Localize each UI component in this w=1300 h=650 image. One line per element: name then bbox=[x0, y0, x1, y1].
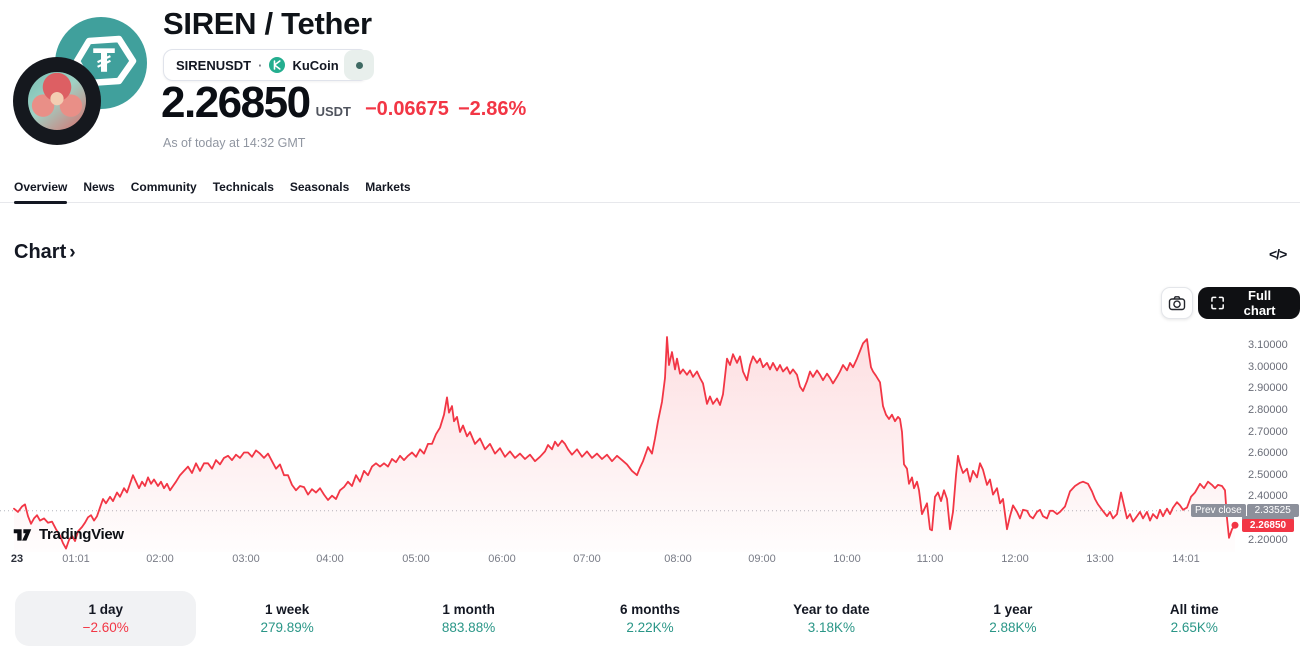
avatar bbox=[13, 57, 101, 145]
period-label: Year to date bbox=[793, 602, 870, 617]
tab-news[interactable]: News bbox=[83, 180, 114, 204]
period-6-months[interactable]: 6 months 2.22K% bbox=[559, 591, 740, 646]
page-title: SIREN / Tether bbox=[163, 6, 372, 41]
camera-icon bbox=[1168, 296, 1186, 311]
price-change-absolute: −0.06675 bbox=[364, 98, 449, 121]
tab-seasonals[interactable]: Seasonals bbox=[290, 180, 349, 204]
y-axis-label: 3.10000 bbox=[1248, 339, 1288, 352]
x-axis-label: 05:00 bbox=[402, 553, 430, 565]
period-change-value: 2.88K% bbox=[989, 620, 1037, 635]
exchange-name: KuCoin bbox=[292, 57, 339, 73]
chart-section-title: Chart bbox=[14, 241, 67, 263]
x-axis-label: 23 bbox=[10, 553, 24, 565]
period-change-value: 279.89% bbox=[260, 620, 314, 635]
prev-close-label: Prev close bbox=[1191, 504, 1246, 518]
price-change-percent: −2.86% bbox=[457, 98, 527, 121]
x-axis-label: 01:01 bbox=[62, 553, 90, 565]
full-chart-label: Full chart bbox=[1243, 288, 1276, 318]
x-axis-label: 09:00 bbox=[748, 553, 776, 565]
x-axis-label: 10:00 bbox=[833, 553, 861, 565]
period-change-value: 2.22K% bbox=[626, 620, 674, 635]
period-selector: 1 day −2.60% 1 week 279.89% 1 month 883.88% 6 … bbox=[15, 591, 1285, 646]
tabs-divider bbox=[0, 202, 1300, 203]
y-axis-label: 2.90000 bbox=[1248, 382, 1288, 395]
y-axis-label: 2.20000 bbox=[1248, 533, 1288, 546]
as-of-timestamp: As of today at 14:32 GMT bbox=[163, 136, 306, 150]
tab-technicals[interactable]: Technicals bbox=[213, 180, 274, 204]
y-axis-label: 3.00000 bbox=[1248, 360, 1288, 373]
symbol-code: SIRENUSDT bbox=[176, 57, 252, 73]
period-1-week[interactable]: 1 week 279.89% bbox=[196, 591, 377, 646]
tab-overview[interactable]: Overview bbox=[14, 180, 68, 204]
y-axis-label: 2.70000 bbox=[1248, 425, 1288, 438]
period-label: 1 year bbox=[993, 602, 1033, 617]
price-block: 2.26850 USDT −0.06675 −2.86% bbox=[161, 78, 527, 127]
x-axis-label: 04:00 bbox=[316, 553, 344, 565]
x-axis-label: 12:00 bbox=[1001, 553, 1029, 565]
full-chart-button[interactable]: Full chart bbox=[1198, 287, 1300, 319]
x-axis-label: 13:00 bbox=[1086, 553, 1114, 565]
period-change-value: 883.88% bbox=[441, 620, 496, 635]
fullscreen-icon bbox=[1211, 296, 1224, 310]
x-axis-label: 14:01 bbox=[1172, 553, 1200, 565]
period-label: 1 week bbox=[264, 602, 310, 617]
svg-text:₮: ₮ bbox=[93, 42, 115, 80]
period-change-value: 3.18K% bbox=[807, 620, 856, 635]
x-axis-label: 03:00 bbox=[232, 553, 260, 565]
period-label: 1 month bbox=[442, 602, 495, 617]
y-axis-label: 2.40000 bbox=[1248, 490, 1288, 503]
chart-section-link[interactable]: Chart › bbox=[14, 241, 76, 264]
last-price-badge: 2.26850 bbox=[1242, 518, 1294, 532]
period-label: All time bbox=[1169, 602, 1219, 617]
symbol-exchange-selector[interactable]: SIRENUSDT · KuCoin bbox=[163, 49, 369, 81]
tradingview-wordmark: TradingView bbox=[39, 526, 124, 543]
kucoin-icon bbox=[269, 57, 286, 73]
separator-dot: · bbox=[258, 57, 263, 73]
tradingview-logo[interactable]: TradingView bbox=[12, 524, 124, 545]
period-1-month[interactable]: 1 month 883.88% bbox=[378, 591, 559, 646]
prev-close-value: 2.33525 bbox=[1246, 504, 1299, 518]
embed-code-icon[interactable]: </> bbox=[1269, 246, 1287, 262]
section-tabs: Overview News Community Technicals Seasonals… bbox=[14, 180, 411, 204]
x-axis-label: 07:00 bbox=[573, 553, 601, 565]
period-year-to-date[interactable]: Year to date 3.18K% bbox=[741, 591, 922, 646]
tab-markets[interactable]: Markets bbox=[365, 180, 410, 204]
tradingview-mark-icon bbox=[13, 529, 32, 541]
tab-community[interactable]: Community bbox=[131, 180, 197, 204]
period-all-time[interactable]: All time 2.65K% bbox=[1104, 591, 1285, 646]
period-1-day[interactable]: 1 day −2.60% bbox=[15, 591, 197, 646]
x-axis-label: 06:00 bbox=[488, 553, 516, 565]
chevron-right-icon: › bbox=[69, 242, 76, 263]
current-price: 2.26850 bbox=[161, 78, 311, 127]
avatar-image bbox=[28, 72, 86, 130]
x-axis-label: 11:00 bbox=[916, 553, 944, 565]
y-axis-label: 2.80000 bbox=[1248, 403, 1288, 416]
period-change-value: 2.65K% bbox=[1170, 620, 1218, 635]
x-axis-label: 08:00 bbox=[664, 553, 692, 565]
y-axis-label: 2.50000 bbox=[1248, 468, 1288, 481]
period-1-year[interactable]: 1 year 2.88K% bbox=[922, 591, 1103, 646]
y-axis-label: 2.60000 bbox=[1248, 447, 1288, 460]
x-axis-label: 02:00 bbox=[146, 553, 174, 565]
status-dot-icon bbox=[355, 61, 363, 69]
prev-close-badge: Prev close 2.33525 bbox=[1191, 504, 1299, 518]
market-status-indicator bbox=[344, 50, 374, 80]
period-label: 6 months bbox=[619, 602, 680, 617]
period-change-value: −2.60% bbox=[82, 620, 129, 635]
period-label: 1 day bbox=[88, 602, 123, 617]
snapshot-camera-button[interactable] bbox=[1161, 287, 1193, 319]
price-currency: USDT bbox=[315, 104, 351, 120]
